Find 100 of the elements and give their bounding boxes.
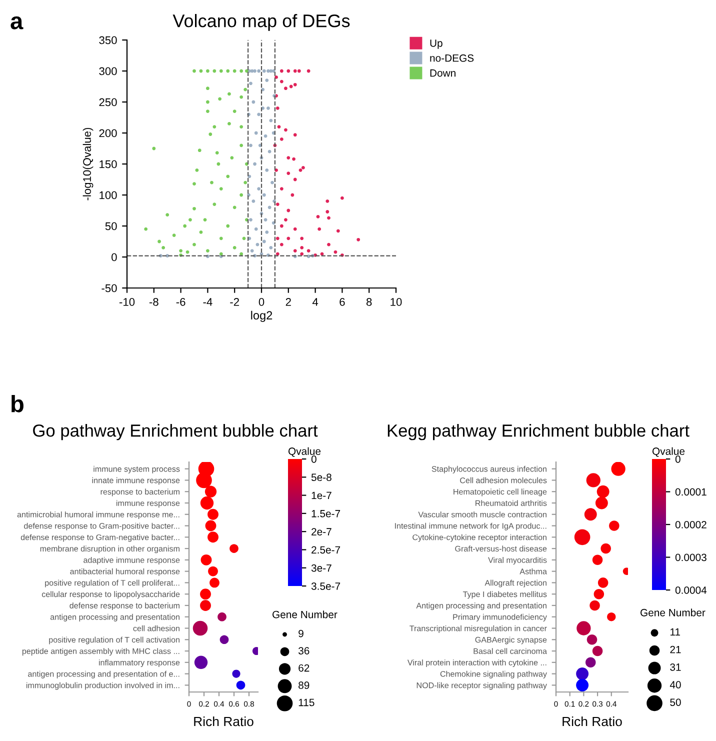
- y-tick-label: innate immune response: [92, 477, 180, 485]
- point: [252, 200, 256, 203]
- point: [306, 249, 310, 252]
- color-bar-label: 1e-7: [312, 492, 332, 500]
- point: [274, 168, 278, 172]
- y-tick-label: -50: [102, 284, 117, 292]
- y-tick-label: defense response to Gram-positive bacter...: [24, 522, 180, 530]
- point: [276, 202, 280, 206]
- y-tick-label: Primary immunodeficiency: [453, 614, 547, 622]
- point: [292, 157, 296, 161]
- y-tick-label: defense response to bacterium: [70, 602, 180, 610]
- y-tick-label: 200: [99, 129, 117, 138]
- y-tick-label: 0: [112, 253, 117, 262]
- legend-label: 89: [298, 682, 310, 689]
- legend-label: 36: [298, 647, 310, 654]
- y-tick-label: Allograft rejection: [484, 580, 546, 588]
- point: [226, 224, 230, 228]
- y-tick-label: Intestinal immune network for IgA produc...: [395, 522, 546, 530]
- color-bar-label: 0: [311, 456, 316, 463]
- point: [274, 76, 278, 79]
- x-tick-label: 8: [366, 298, 372, 306]
- point: [336, 229, 340, 233]
- point: [326, 200, 330, 203]
- point: [228, 92, 231, 96]
- y-tick-label: 150: [100, 160, 117, 168]
- y-tick-label: 350: [99, 36, 117, 44]
- y-tick-label: Antigen processing and presentation: [416, 602, 546, 610]
- color-bar-title: Qvalue: [288, 447, 321, 457]
- y-tick-label: Viral myocarditis: [488, 557, 547, 565]
- point: [249, 144, 252, 148]
- point: [144, 227, 148, 231]
- point: [212, 202, 216, 206]
- color-bar-label: 2e-7: [312, 528, 332, 536]
- y-tick-label: adaptive immune response: [84, 557, 180, 565]
- point: [284, 128, 288, 132]
- y-tick-label: response to bacterium: [100, 488, 180, 496]
- point: [192, 69, 196, 73]
- color-bar-label: 1.5e-7: [312, 510, 340, 518]
- y-tick-label: positive regulation of T cell activation: [49, 636, 180, 644]
- point: [172, 234, 176, 237]
- point: [300, 252, 304, 256]
- point: [219, 236, 223, 240]
- point: [266, 69, 270, 73]
- point: [264, 134, 268, 138]
- point: [326, 210, 330, 214]
- point: [198, 148, 202, 152]
- point: [219, 69, 223, 73]
- legend-label: no-DEGS: [430, 54, 474, 62]
- y-tick-label: Staphylococcus aureus infection: [432, 466, 546, 474]
- y-tick-label: Graft-versus-host disease: [455, 546, 547, 552]
- point: [297, 69, 301, 73]
- point: [232, 110, 236, 113]
- point: [286, 208, 290, 212]
- point: [269, 246, 273, 250]
- color-bar-title: Qvalue: [652, 447, 685, 457]
- y-tick-label: Cytokine-cytokine receptor interaction: [412, 534, 546, 542]
- chart-title: Volcano map of DEGs: [172, 14, 350, 31]
- point: [300, 246, 304, 250]
- point: [300, 236, 304, 240]
- point: [208, 132, 212, 136]
- point: [162, 246, 166, 250]
- point: [266, 106, 270, 110]
- point: [206, 249, 210, 252]
- y-tick-label: defense response to Gram-negative bacter...: [20, 534, 180, 542]
- x-tick-label: -4: [203, 298, 212, 306]
- point: [293, 249, 297, 252]
- x-tick-label: 10: [390, 298, 402, 306]
- point: [327, 242, 330, 246]
- point: [298, 168, 302, 172]
- point: [203, 218, 207, 222]
- point: [256, 242, 260, 246]
- x-tick-label: -8: [149, 298, 158, 306]
- y-tick-label: Rheumatoid arthritis: [476, 500, 547, 506]
- point: [284, 86, 288, 90]
- point: [257, 69, 261, 73]
- point: [212, 125, 216, 128]
- point: [280, 242, 284, 246]
- y-tick-label: cellular response to lipopolysaccharide: [42, 591, 180, 599]
- chart-title: Go pathway Enrichment bubble chart: [33, 424, 318, 440]
- y-tick-label: Basal cell carcinoma: [474, 648, 547, 654]
- point: [192, 182, 196, 186]
- y-tick-label: Transcriptional misregulation in cancer: [410, 625, 547, 633]
- point: [240, 193, 244, 197]
- color-bar-label: 5e-8: [311, 474, 332, 482]
- point: [286, 236, 290, 240]
- legend-title: Gene Number: [272, 610, 338, 618]
- point: [219, 187, 223, 190]
- y-tick-label: Vascular smooth muscle contraction: [418, 511, 546, 518]
- point: [269, 118, 273, 122]
- point: [262, 69, 266, 73]
- color-bar-label: 0.0003: [675, 554, 706, 562]
- point: [240, 252, 244, 256]
- y-tick-label: Asthma: [520, 568, 547, 574]
- legend-label: 11: [670, 628, 680, 636]
- point: [280, 187, 284, 190]
- point: [249, 82, 252, 86]
- text: b: [12, 395, 24, 412]
- x-tick-label: -10: [119, 298, 135, 306]
- y-tick-label: positive regulation of T cell proliferat...: [45, 580, 180, 588]
- legend-title: Gene Number: [640, 608, 706, 616]
